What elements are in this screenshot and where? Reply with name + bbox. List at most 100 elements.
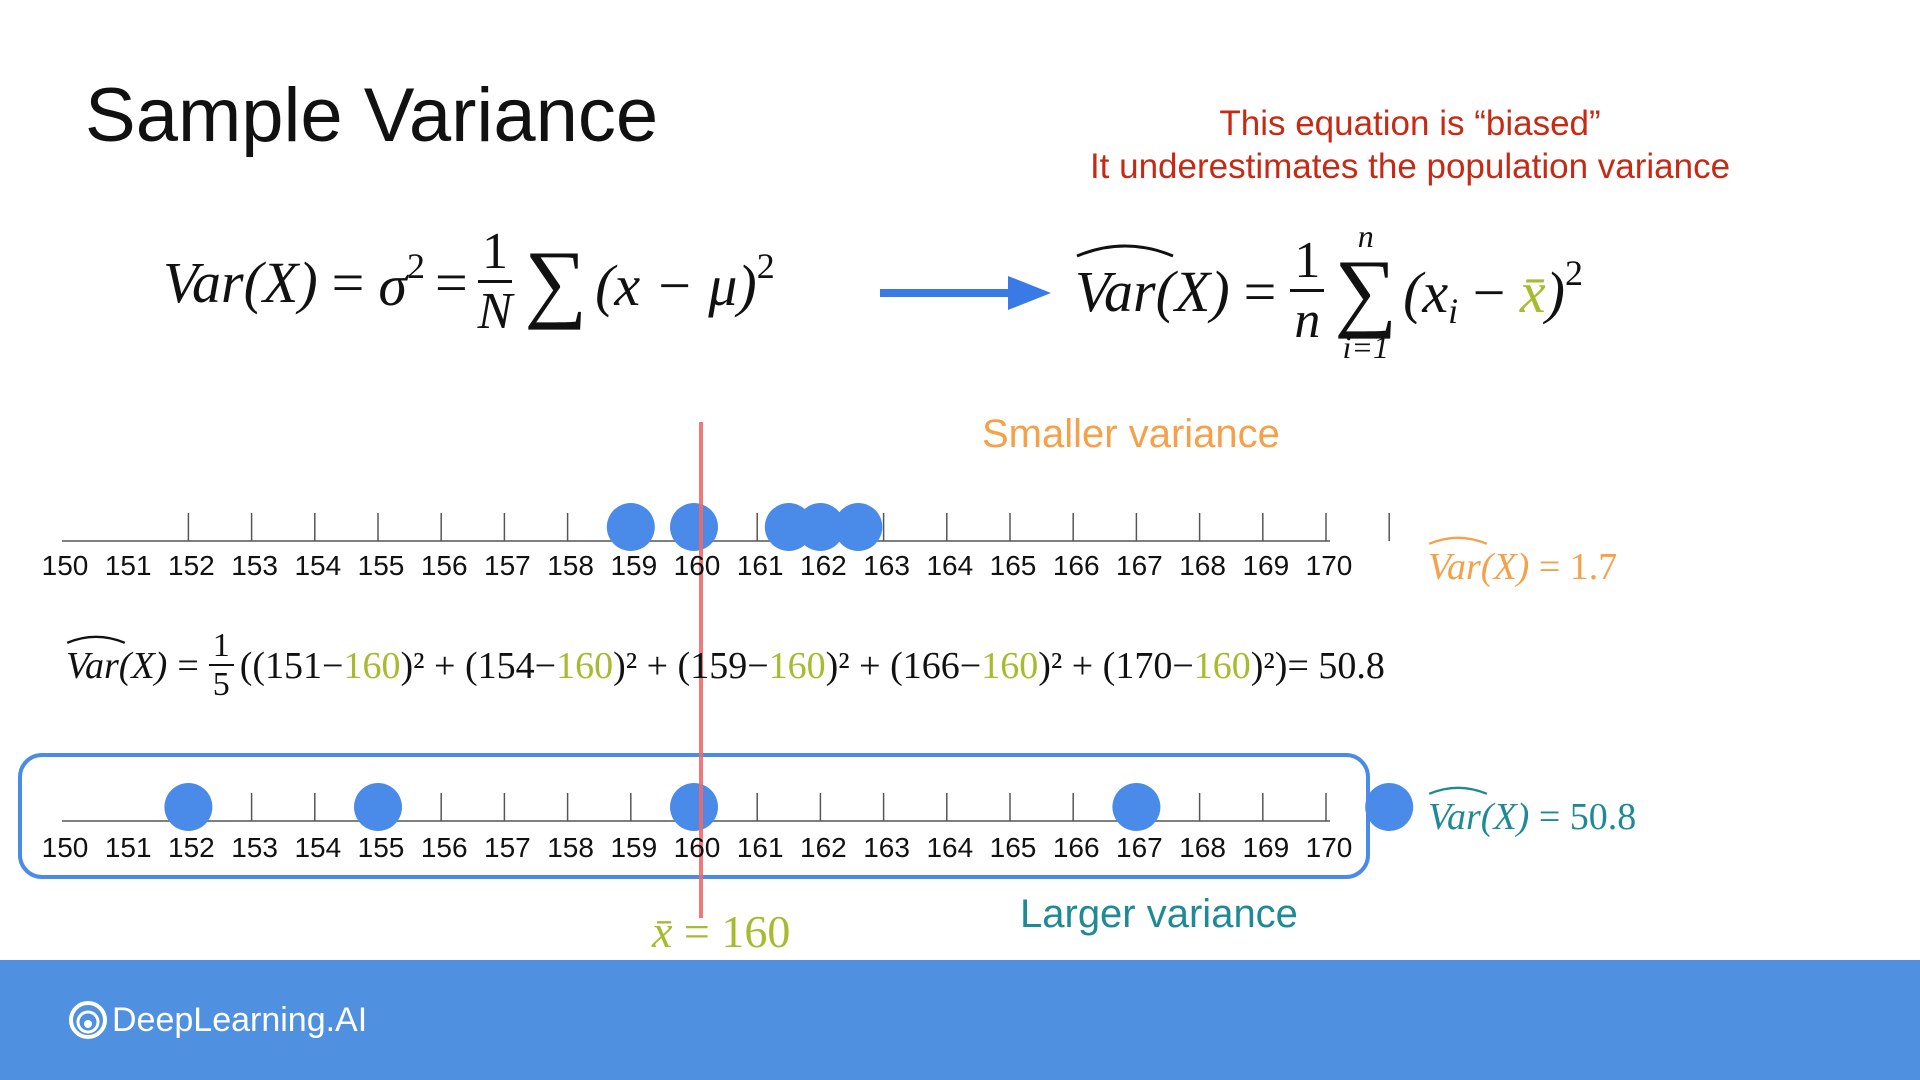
large-sample-tick-label: 166 [1052, 832, 1100, 863]
small-sample-data-point [606, 503, 655, 551]
footer-bar: DeepLearning.AI [0, 960, 1920, 1080]
large-sample-tick-label: 163 [863, 832, 910, 863]
sample-var-symbol: Var(X) [1075, 259, 1230, 325]
large-sample-tick-label: 170 [1305, 832, 1353, 863]
population-var-symbol: Var(X) [163, 249, 318, 315]
calc-mean-4: 160 [981, 644, 1039, 687]
calc-equals: = [177, 644, 199, 687]
sigma-exponent: 2 [406, 246, 425, 287]
small-sample-tick-label: 161 [736, 550, 784, 581]
small-sample-tick-label: 154 [294, 550, 342, 581]
large-sample-tick-label: 165 [989, 832, 1037, 863]
calc-mean-5: 160 [1193, 644, 1251, 687]
brand: DeepLearning.AI [68, 1000, 367, 1040]
calc-var-hat: Var(X) [66, 635, 168, 688]
calc-term-1: ((151− [239, 644, 344, 687]
sigma-letter: σ [378, 253, 407, 319]
small-sample-tick-label: 163 [863, 550, 910, 581]
small-sample-tick-label: 164 [926, 550, 974, 581]
sum-lower-limit: i=1 [1342, 329, 1389, 366]
small-sample-tick-label: 156 [420, 550, 468, 581]
small-sample-tick-label: 168 [1179, 550, 1226, 581]
slide-title: Sample Variance [85, 73, 659, 158]
population-term: (x − μ)2 [595, 245, 775, 319]
sum-upper-limit: n [1357, 218, 1374, 254]
large-sample-tick-label: 154 [294, 832, 342, 863]
large-sample-tick-label: 157 [484, 832, 531, 863]
sample-mean-symbol: x̄ [1519, 259, 1546, 325]
large-sample-tick-label: 164 [926, 832, 974, 863]
small-sample-tick-label: 169 [1242, 550, 1290, 581]
sample-term-minus: − [1458, 259, 1520, 325]
sample-equals: = [1243, 259, 1277, 325]
deeplearning-logo-icon [69, 1001, 107, 1039]
small-sample-tick-label: 166 [1052, 550, 1100, 581]
small-sample-tick-label: 159 [610, 550, 658, 581]
small-sample-data-point [834, 503, 883, 551]
calc-mean-1: 160 [343, 644, 401, 687]
calc-fraction-denominator: 5 [212, 665, 230, 703]
sum-symbol: ∑ [524, 233, 588, 331]
large-sample-tick-label: 153 [231, 832, 278, 863]
small-sample-tick-label: 158 [547, 550, 594, 581]
calc-mean-3: 160 [768, 644, 826, 687]
hat-icon [1076, 244, 1174, 258]
sample-variance-formula: Var(X) = 1 n n ∑ i=1 (xi − x̄)2 [1075, 220, 1583, 363]
calc-fraction-numerator: 1 [208, 628, 234, 666]
calc-mean-2: 160 [556, 644, 614, 687]
small-sample-tick-label: 150 [41, 550, 89, 581]
mean-label: x̄ = 160 [652, 905, 790, 958]
large-sample-tick-label: 161 [736, 832, 784, 863]
large-sample-tick-label: 168 [1179, 832, 1226, 863]
population-fraction: 1 N [477, 224, 513, 340]
large-sample-tick-label: 152 [168, 832, 215, 863]
large-sample-tick-label: 155 [357, 832, 405, 863]
population-variance-formula: Var(X) = σ2 = 1 N ∑ (x − μ)2 [163, 224, 775, 340]
sample-term-open: (x [1403, 259, 1449, 325]
smaller-variance-label: Smaller variance [982, 412, 1280, 456]
calc-close: )²)= 50.8 [1250, 644, 1385, 687]
small-sample-tick-label: 153 [231, 550, 278, 581]
large-var-symbol: Var(X) [1428, 796, 1530, 838]
large-sample-tick-label: 159 [610, 832, 658, 863]
sample-fraction: 1 n [1290, 234, 1325, 349]
mean-value: = 160 [683, 906, 791, 957]
large-var-value: = 50.8 [1538, 796, 1637, 838]
calc-term-4: )² + (166− [825, 644, 982, 687]
sample-fraction-denominator: n [1294, 291, 1321, 349]
population-term-exponent: 2 [756, 246, 775, 287]
population-equals-2: = [434, 249, 468, 315]
small-sample-tick-label: 157 [484, 550, 531, 581]
population-term-body: (x − μ) [595, 253, 757, 319]
sample-sum: n ∑ i=1 [1334, 220, 1397, 363]
sample-var-hat: Var(X) [1075, 244, 1230, 325]
small-sample-tick-label: 170 [1305, 550, 1353, 581]
large-sample-tick-label: 160 [673, 832, 721, 863]
calc-var-symbol: Var(X) [66, 644, 168, 687]
large-sample-data-point [164, 783, 213, 831]
large-var-hat: Var(X) [1428, 786, 1530, 839]
arrow-right-icon [880, 276, 1051, 310]
hat-icon [66, 635, 126, 644]
small-sample-data-point [670, 503, 718, 551]
small-sample-tick-label: 165 [989, 550, 1037, 581]
large-sample-tick-label: 150 [41, 832, 89, 863]
large-sample-data-point [1365, 783, 1414, 831]
calc-term-2: )² + (154− [400, 644, 557, 687]
small-sample-tick-label: 162 [800, 550, 847, 581]
hat-icon [1428, 536, 1488, 545]
small-variance-result: Var(X) = 1.7 [1428, 536, 1617, 589]
large-sample-tick-label: 169 [1242, 832, 1290, 863]
large-sample-tick-label: 156 [420, 832, 468, 863]
large-sample-tick-label: 162 [800, 832, 847, 863]
hat-icon [1428, 786, 1488, 795]
sample-term-exponent: 2 [1564, 252, 1583, 293]
calc-term-5: )² + (170− [1038, 644, 1194, 687]
sample-term-subscript: i [1448, 290, 1459, 331]
small-sample-tick-label: 167 [1116, 550, 1163, 581]
large-sample-data-point [1112, 783, 1161, 831]
population-fraction-numerator: 1 [477, 224, 513, 283]
variance-calculation: Var(X) = 1 5 ((151− 160 )² + (154− 160 )… [66, 628, 1385, 703]
large-sample-tick-label: 158 [547, 832, 594, 863]
